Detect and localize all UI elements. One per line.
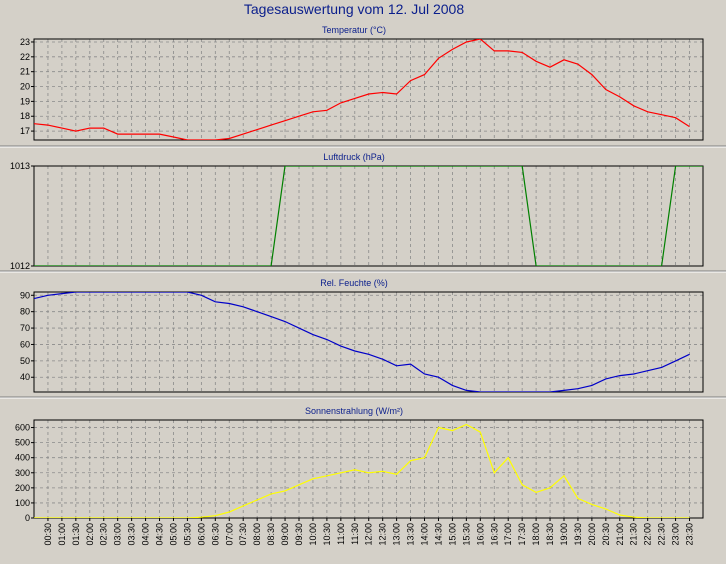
y-tick-label: 70 bbox=[20, 323, 30, 333]
y-tick-label: 400 bbox=[15, 453, 30, 463]
x-tick-label: 06:30 bbox=[210, 523, 220, 546]
y-tick-label: 1012 bbox=[10, 261, 30, 271]
panel-4: Sonnenstrahlung (W/m²) 0 100 200 300 400 500 60… bbox=[15, 406, 704, 523]
x-tick-label: 04:30 bbox=[155, 523, 165, 546]
x-tick-label: 02:00 bbox=[85, 523, 95, 546]
x-tick-label: 17:30 bbox=[517, 523, 527, 546]
panel-title: Temperatur (°C) bbox=[322, 25, 386, 35]
series-line bbox=[34, 39, 690, 140]
x-tick-label: 01:30 bbox=[71, 523, 81, 546]
x-tick-label: 14:00 bbox=[420, 523, 430, 546]
x-tick-label: 12:00 bbox=[364, 523, 374, 546]
x-tick-label: 22:30 bbox=[657, 523, 667, 546]
x-tick-label: 09:30 bbox=[294, 523, 304, 546]
y-tick-label: 90 bbox=[20, 290, 30, 300]
x-tick-label: 23:00 bbox=[671, 523, 681, 546]
x-tick-label: 20:00 bbox=[587, 523, 597, 546]
x-tick-label: 11:30 bbox=[350, 523, 360, 545]
x-tick-label: 13:30 bbox=[406, 523, 416, 546]
y-tick-label: 600 bbox=[15, 423, 30, 433]
series-line bbox=[34, 166, 703, 266]
x-tick-label: 08:00 bbox=[252, 523, 262, 546]
x-tick-label: 10:30 bbox=[322, 523, 332, 546]
x-tick-label: 19:30 bbox=[573, 523, 583, 546]
x-tick-label: 15:00 bbox=[447, 523, 457, 546]
time-axis-labels: 00:30 01:00 01:30 02:00 02:30 03:00 03:30 04:00… bbox=[43, 518, 695, 546]
panel-2: Luftdruck (hPa) 1012 1013 bbox=[0, 152, 726, 273]
x-tick-label: 05:30 bbox=[182, 523, 192, 546]
y-tick-label: 1013 bbox=[10, 161, 30, 171]
y-tick-label: 200 bbox=[15, 483, 30, 493]
x-tick-label: 23:30 bbox=[685, 523, 695, 546]
x-tick-label: 03:30 bbox=[127, 523, 137, 546]
y-tick-label: 40 bbox=[20, 372, 30, 382]
y-tick-label: 22 bbox=[20, 52, 30, 62]
y-tick-label: 60 bbox=[20, 339, 30, 349]
x-tick-label: 22:00 bbox=[643, 523, 653, 546]
y-tick-label: 20 bbox=[20, 82, 30, 92]
panel-title: Sonnenstrahlung (W/m²) bbox=[305, 406, 403, 416]
x-tick-label: 17:00 bbox=[503, 523, 513, 546]
x-tick-label: 11:00 bbox=[336, 523, 346, 545]
x-tick-label: 16:30 bbox=[489, 523, 499, 546]
y-tick-label: 80 bbox=[20, 307, 30, 317]
x-tick-label: 14:30 bbox=[433, 523, 443, 546]
x-tick-label: 06:00 bbox=[196, 523, 206, 546]
panel-3: Rel. Feuchte (%) 40 50 60 70 80 90 bbox=[0, 278, 726, 399]
x-tick-label: 05:00 bbox=[168, 523, 178, 546]
plot-frame bbox=[33, 291, 704, 393]
x-tick-label: 15:30 bbox=[461, 523, 471, 546]
x-tick-label: 20:30 bbox=[601, 523, 611, 546]
x-tick-label: 07:30 bbox=[238, 523, 248, 546]
y-tick-label: 23 bbox=[20, 37, 30, 47]
x-tick-label: 09:00 bbox=[280, 523, 290, 546]
panel-title: Rel. Feuchte (%) bbox=[320, 278, 388, 288]
x-tick-label: 13:00 bbox=[392, 523, 402, 546]
x-tick-label: 10:00 bbox=[308, 523, 318, 546]
x-tick-label: 16:00 bbox=[475, 523, 485, 546]
series-line bbox=[34, 423, 690, 518]
plot-frame bbox=[33, 38, 704, 141]
x-tick-label: 03:00 bbox=[113, 523, 123, 546]
y-tick-label: 100 bbox=[15, 498, 30, 508]
x-tick-label: 21:30 bbox=[629, 523, 639, 546]
x-tick-label: 12:30 bbox=[378, 523, 388, 546]
x-tick-label: 04:00 bbox=[141, 523, 151, 546]
x-tick-label: 18:00 bbox=[531, 523, 541, 546]
x-tick-label: 21:00 bbox=[615, 523, 625, 546]
x-tick-label: 19:00 bbox=[559, 523, 569, 546]
y-tick-label: 18 bbox=[20, 111, 30, 121]
y-tick-label: 500 bbox=[15, 438, 30, 448]
panel-title: Luftdruck (hPa) bbox=[323, 152, 385, 162]
y-tick-label: 300 bbox=[15, 468, 30, 478]
y-tick-label: 21 bbox=[20, 67, 30, 77]
y-tick-label: 17 bbox=[20, 126, 30, 136]
x-tick-label: 18:30 bbox=[545, 523, 555, 546]
report-title: Tagesauswertung vom 12. Jul 2008 bbox=[244, 1, 464, 17]
panel-1: Temperatur (°C) 17 18 19 20 21 22 23 bbox=[0, 25, 726, 148]
y-tick-label: 50 bbox=[20, 356, 30, 366]
x-tick-label: 01:00 bbox=[57, 523, 67, 546]
x-tick-label: 02:30 bbox=[99, 523, 109, 546]
series-line bbox=[34, 292, 690, 392]
x-tick-label: 00:30 bbox=[43, 523, 53, 546]
x-tick-label: 07:00 bbox=[224, 523, 234, 546]
y-tick-label: 0 bbox=[25, 513, 30, 523]
y-tick-label: 19 bbox=[20, 96, 30, 106]
x-tick-label: 08:30 bbox=[266, 523, 276, 546]
